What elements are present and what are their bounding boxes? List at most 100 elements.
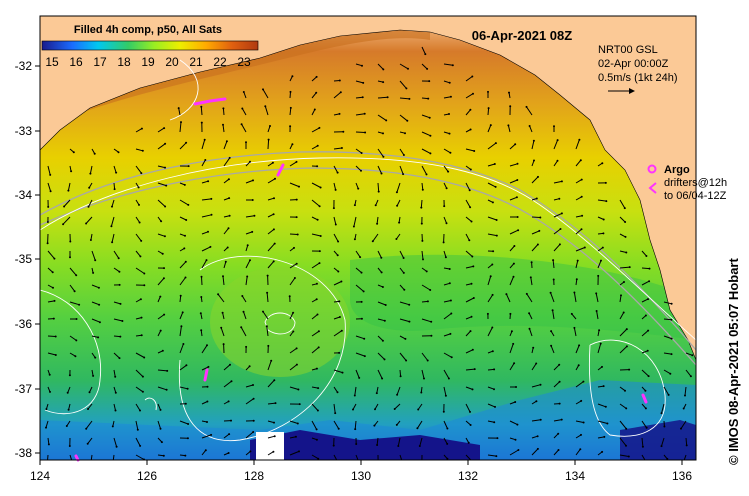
current-arrow-head bbox=[338, 351, 341, 354]
current-arrow-head bbox=[468, 239, 471, 242]
current-arrow bbox=[355, 131, 366, 133]
current-arrow-head bbox=[444, 394, 447, 397]
current-arrow-head bbox=[363, 355, 366, 358]
current-arrow-head bbox=[580, 228, 583, 231]
current-arrow-head bbox=[295, 363, 298, 366]
current-arrow-head bbox=[47, 443, 50, 446]
current-arrow-head bbox=[266, 274, 269, 277]
current-arrow bbox=[575, 448, 581, 456]
lat-tick-label: -37 bbox=[15, 382, 33, 396]
current-arrow bbox=[443, 352, 452, 358]
current-arrow bbox=[201, 198, 212, 201]
current-arrow-head bbox=[471, 348, 474, 351]
current-arrow bbox=[157, 403, 161, 411]
current-arrow-head bbox=[70, 170, 73, 173]
current-arrow-head bbox=[316, 165, 319, 168]
current-arrow bbox=[641, 330, 649, 337]
current-arrow bbox=[267, 213, 274, 218]
current-arrow bbox=[179, 326, 182, 337]
current-arrow bbox=[399, 369, 402, 377]
current-arrow bbox=[395, 233, 401, 240]
current-arrow-head bbox=[627, 455, 630, 458]
current-arrow-head bbox=[600, 259, 602, 262]
current-arrow-head bbox=[550, 344, 553, 347]
current-arrow-head bbox=[293, 277, 296, 279]
current-arrow bbox=[135, 216, 141, 223]
current-arrow-head bbox=[241, 107, 244, 110]
current-arrow-head bbox=[509, 105, 512, 108]
current-arrow-head bbox=[318, 262, 321, 265]
current-arrow bbox=[529, 125, 533, 133]
current-arrow-head bbox=[644, 407, 647, 410]
current-arrow-head bbox=[140, 239, 143, 242]
current-arrow-head bbox=[514, 438, 517, 441]
current-arrow-head bbox=[185, 364, 188, 367]
current-arrow-head bbox=[472, 297, 475, 299]
current-arrow bbox=[465, 93, 474, 99]
current-arrow-head bbox=[558, 380, 561, 383]
current-arrow bbox=[311, 216, 318, 221]
current-arrow-head bbox=[253, 214, 256, 217]
current-arrow-head bbox=[272, 450, 275, 453]
current-arrow-head bbox=[402, 154, 405, 156]
current-arrow-head bbox=[667, 393, 670, 396]
current-arrow-head bbox=[118, 357, 121, 360]
argo-label: Argo bbox=[664, 164, 690, 176]
current-arrow-head bbox=[49, 190, 52, 193]
current-arrow bbox=[465, 182, 471, 191]
current-arrow bbox=[333, 369, 343, 374]
current-arrow-head bbox=[582, 380, 585, 383]
current-arrow-head bbox=[186, 437, 189, 440]
lat-labels: -32 -33 -34 -35 -36 -37 -38 bbox=[15, 59, 33, 460]
current-arrow bbox=[528, 312, 533, 320]
current-vectors bbox=[45, 46, 694, 462]
current-arrow bbox=[553, 160, 558, 167]
current-arrow-head bbox=[472, 265, 475, 268]
current-arrow-head bbox=[357, 187, 360, 190]
current-arrow-head bbox=[67, 189, 70, 192]
current-arrow-head bbox=[539, 216, 542, 219]
current-arrow-head bbox=[94, 356, 97, 359]
current-arrow bbox=[113, 369, 116, 377]
current-arrow-head bbox=[334, 223, 337, 226]
current-arrow bbox=[663, 335, 672, 340]
current-arrow bbox=[377, 182, 380, 192]
current-arrow-head bbox=[505, 293, 508, 296]
current-arrow bbox=[443, 250, 447, 258]
current-arrow bbox=[241, 123, 247, 133]
current-arrow-head bbox=[337, 270, 340, 273]
current-arrow bbox=[333, 403, 336, 414]
current-arrow-head bbox=[529, 276, 532, 279]
current-arrow-head bbox=[512, 262, 515, 265]
current-arrow bbox=[311, 182, 321, 188]
current-arrow bbox=[135, 233, 142, 242]
current-arrow-head bbox=[53, 299, 56, 302]
current-arrow-head bbox=[420, 391, 423, 394]
current-arrow-head bbox=[683, 460, 685, 462]
current-arrow-head bbox=[536, 447, 539, 450]
current-arrow bbox=[267, 178, 276, 184]
current-arrow-head bbox=[360, 169, 362, 172]
current-arrow bbox=[45, 420, 49, 428]
current-model-label: NRT00 GSL bbox=[598, 44, 658, 56]
current-arrow-head bbox=[604, 181, 607, 184]
current-arrow-head bbox=[184, 454, 187, 457]
current-arrow-head bbox=[274, 177, 276, 180]
current-arrow bbox=[595, 293, 599, 303]
current-arrow-head bbox=[448, 268, 451, 270]
current-arrow-head bbox=[315, 367, 318, 370]
current-arrow-head bbox=[163, 313, 166, 316]
lon-tick-label: 132 bbox=[458, 469, 478, 483]
current-arrow bbox=[399, 97, 410, 100]
current-arrow bbox=[465, 368, 475, 371]
current-arrow-head bbox=[354, 428, 357, 431]
current-arrow bbox=[507, 125, 511, 133]
current-arrow-head bbox=[625, 345, 628, 348]
current-arrow-head bbox=[184, 234, 186, 237]
current-arrow-head bbox=[495, 234, 498, 237]
current-arrow bbox=[91, 318, 101, 323]
current-arrow-head bbox=[249, 450, 252, 453]
current-arrow-head bbox=[207, 230, 209, 233]
current-time-label: 02-Apr 00:00Z bbox=[598, 58, 669, 70]
current-arrow-head bbox=[647, 298, 649, 301]
